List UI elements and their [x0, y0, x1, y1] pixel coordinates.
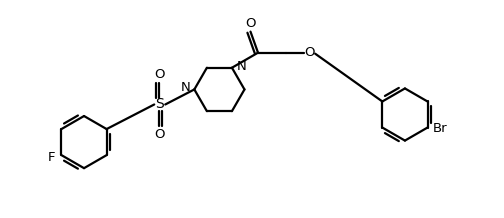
Text: O: O [154, 128, 164, 141]
Text: O: O [154, 68, 164, 81]
Text: Br: Br [432, 122, 447, 135]
Text: F: F [48, 151, 55, 164]
Text: S: S [155, 97, 164, 111]
Text: O: O [245, 17, 256, 30]
Text: O: O [304, 46, 315, 59]
Text: N: N [180, 82, 191, 94]
Text: N: N [237, 60, 246, 73]
